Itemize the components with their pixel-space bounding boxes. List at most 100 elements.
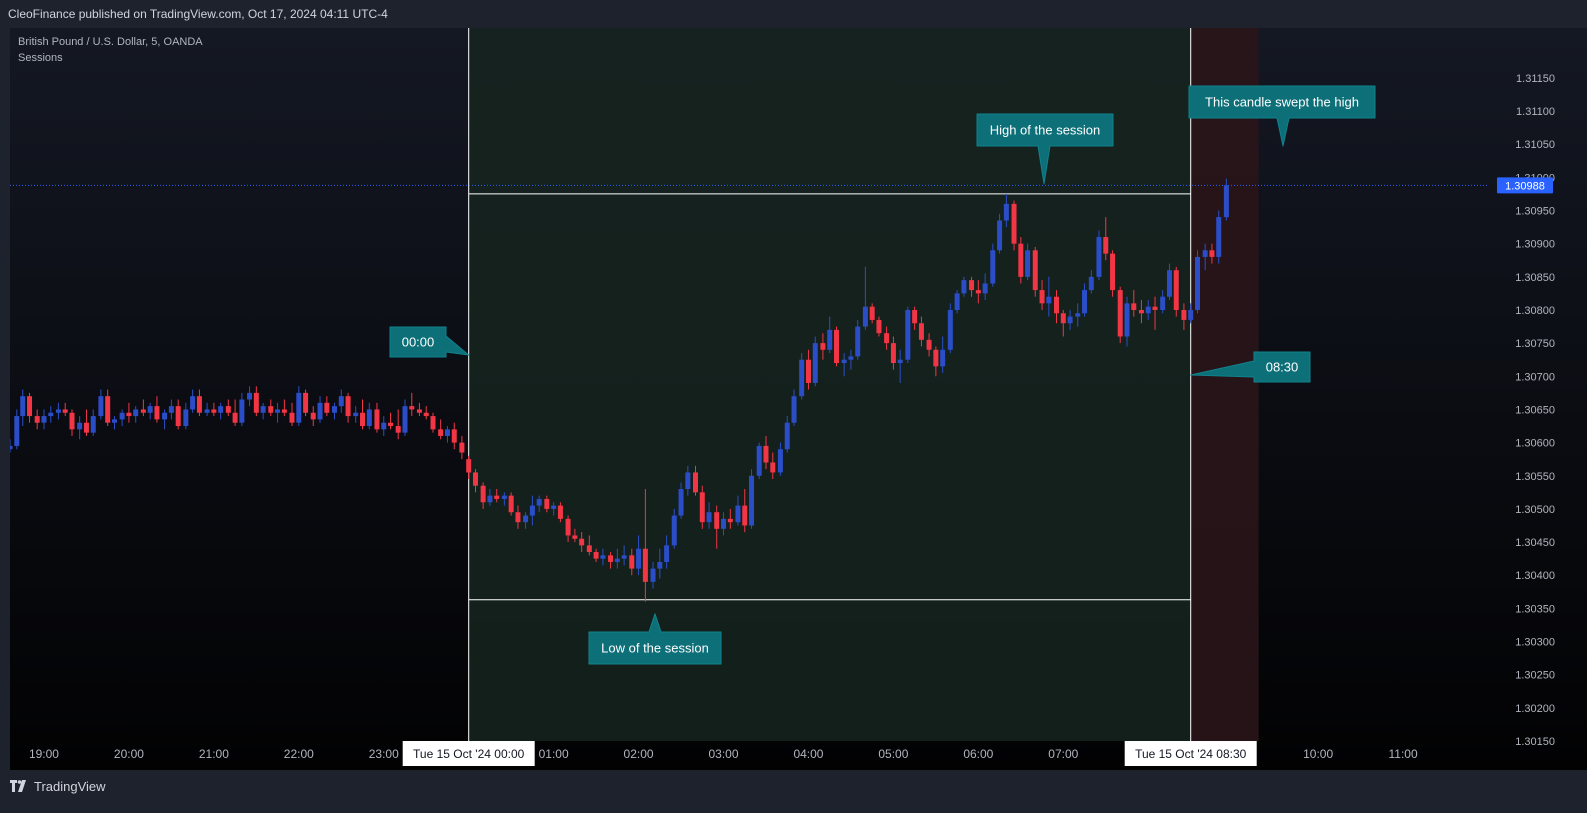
candle-body[interactable]	[855, 326, 861, 357]
candle-body[interactable]	[820, 343, 826, 350]
candle-body[interactable]	[338, 396, 344, 407]
candle-body[interactable]	[381, 422, 387, 430]
candle-body[interactable]	[749, 475, 755, 526]
candle-body[interactable]	[833, 329, 839, 364]
candle-body[interactable]	[714, 512, 720, 529]
candle-body[interactable]	[98, 396, 104, 417]
candle-body[interactable]	[536, 498, 542, 506]
candle-body[interactable]	[1003, 203, 1009, 221]
candle-body[interactable]	[777, 449, 783, 473]
candle-body[interactable]	[756, 445, 762, 476]
candle-body[interactable]	[83, 422, 89, 433]
candle-body[interactable]	[366, 409, 372, 427]
candle-body[interactable]	[1202, 250, 1208, 257]
candle-body[interactable]	[225, 406, 231, 413]
candle-body[interactable]	[388, 422, 394, 427]
candle-body[interactable]	[982, 283, 988, 294]
indicator-name[interactable]: Sessions	[18, 52, 63, 64]
candle-body[interactable]	[572, 535, 578, 539]
candle-body[interactable]	[162, 412, 168, 420]
candle-body[interactable]	[239, 399, 245, 423]
candle-body[interactable]	[232, 412, 238, 423]
candle-body[interactable]	[763, 445, 769, 463]
candle-body[interactable]	[204, 409, 210, 413]
candle-body[interactable]	[997, 220, 1003, 251]
candle-body[interactable]	[529, 505, 535, 516]
candle-body[interactable]	[727, 518, 733, 523]
candle-body[interactable]	[579, 538, 585, 546]
candle-body[interactable]	[841, 359, 847, 364]
candle-body[interactable]	[211, 409, 217, 413]
candle-body[interactable]	[586, 545, 592, 553]
candle-body[interactable]	[10, 445, 13, 450]
candle-body[interactable]	[1194, 256, 1200, 310]
candle-body[interactable]	[20, 396, 26, 417]
candle-body[interactable]	[1096, 237, 1102, 277]
candle-body[interactable]	[721, 518, 727, 529]
candle-body[interactable]	[664, 545, 670, 562]
candle-body[interactable]	[119, 412, 125, 420]
candle-body[interactable]	[133, 409, 139, 417]
candle-body[interactable]	[275, 409, 281, 413]
annotation-session-start[interactable]	[389, 326, 470, 358]
candle-body[interactable]	[1060, 313, 1066, 324]
candle-body[interactable]	[331, 406, 337, 413]
candle-body[interactable]	[1117, 290, 1123, 337]
candle-body[interactable]	[218, 406, 224, 413]
candle-body[interactable]	[41, 416, 47, 423]
candle-body[interactable]	[374, 409, 380, 430]
candle-body[interactable]	[827, 329, 833, 350]
candle-body[interactable]	[1067, 316, 1073, 324]
candle-body[interactable]	[699, 492, 705, 523]
candle-body[interactable]	[105, 396, 111, 423]
candle-body[interactable]	[912, 309, 918, 324]
candle-body[interactable]	[905, 309, 911, 360]
candle-body[interactable]	[678, 489, 684, 516]
candle-body[interactable]	[947, 309, 953, 350]
candle-body[interactable]	[310, 412, 316, 420]
candle-body[interactable]	[480, 485, 486, 503]
candle-body[interactable]	[69, 412, 75, 430]
candle-body[interactable]	[438, 429, 444, 436]
candle-body[interactable]	[1160, 296, 1166, 310]
candle-body[interactable]	[805, 359, 811, 383]
candle-body[interactable]	[1131, 303, 1137, 310]
candle-body[interactable]	[876, 319, 882, 334]
candle-body[interactable]	[317, 402, 323, 420]
candle-body[interactable]	[1039, 290, 1045, 304]
candle-body[interactable]	[1110, 253, 1116, 291]
candle-body[interactable]	[742, 505, 748, 526]
candle-body[interactable]	[253, 392, 259, 413]
candle-body[interactable]	[430, 416, 436, 430]
annotation-session-low[interactable]	[588, 613, 722, 665]
candle-body[interactable]	[1166, 270, 1172, 297]
annotation-session-high[interactable]	[976, 113, 1114, 185]
candle-body[interactable]	[472, 472, 478, 486]
candle-body[interactable]	[735, 505, 741, 523]
candle-body[interactable]	[48, 412, 54, 417]
chart-area[interactable]: 1.311501.311001.310501.310001.309501.309…	[10, 28, 1587, 770]
candle-body[interactable]	[494, 495, 500, 499]
candle-body[interactable]	[77, 422, 83, 430]
candle-body[interactable]	[466, 459, 472, 473]
candle-body[interactable]	[636, 548, 642, 569]
candle-body[interactable]	[1103, 237, 1109, 254]
candle-body[interactable]	[593, 552, 599, 559]
candle-body[interactable]	[459, 442, 465, 453]
candle-body[interactable]	[34, 416, 40, 423]
candle-body[interactable]	[621, 555, 627, 559]
candle-body[interactable]	[565, 518, 571, 536]
candle-body[interactable]	[884, 333, 890, 344]
candle-body[interactable]	[451, 429, 457, 443]
candle-body[interactable]	[933, 349, 939, 367]
candle-body[interactable]	[990, 250, 996, 284]
candle-body[interactable]	[657, 561, 663, 569]
candle-body[interactable]	[444, 429, 450, 436]
candle-body[interactable]	[608, 555, 614, 562]
candle-body[interactable]	[812, 343, 818, 383]
candle-body[interactable]	[1075, 313, 1081, 317]
candle-body[interactable]	[862, 306, 868, 327]
candle-body[interactable]	[190, 396, 196, 410]
candle-body[interactable]	[799, 359, 805, 397]
candle-body[interactable]	[409, 406, 415, 410]
